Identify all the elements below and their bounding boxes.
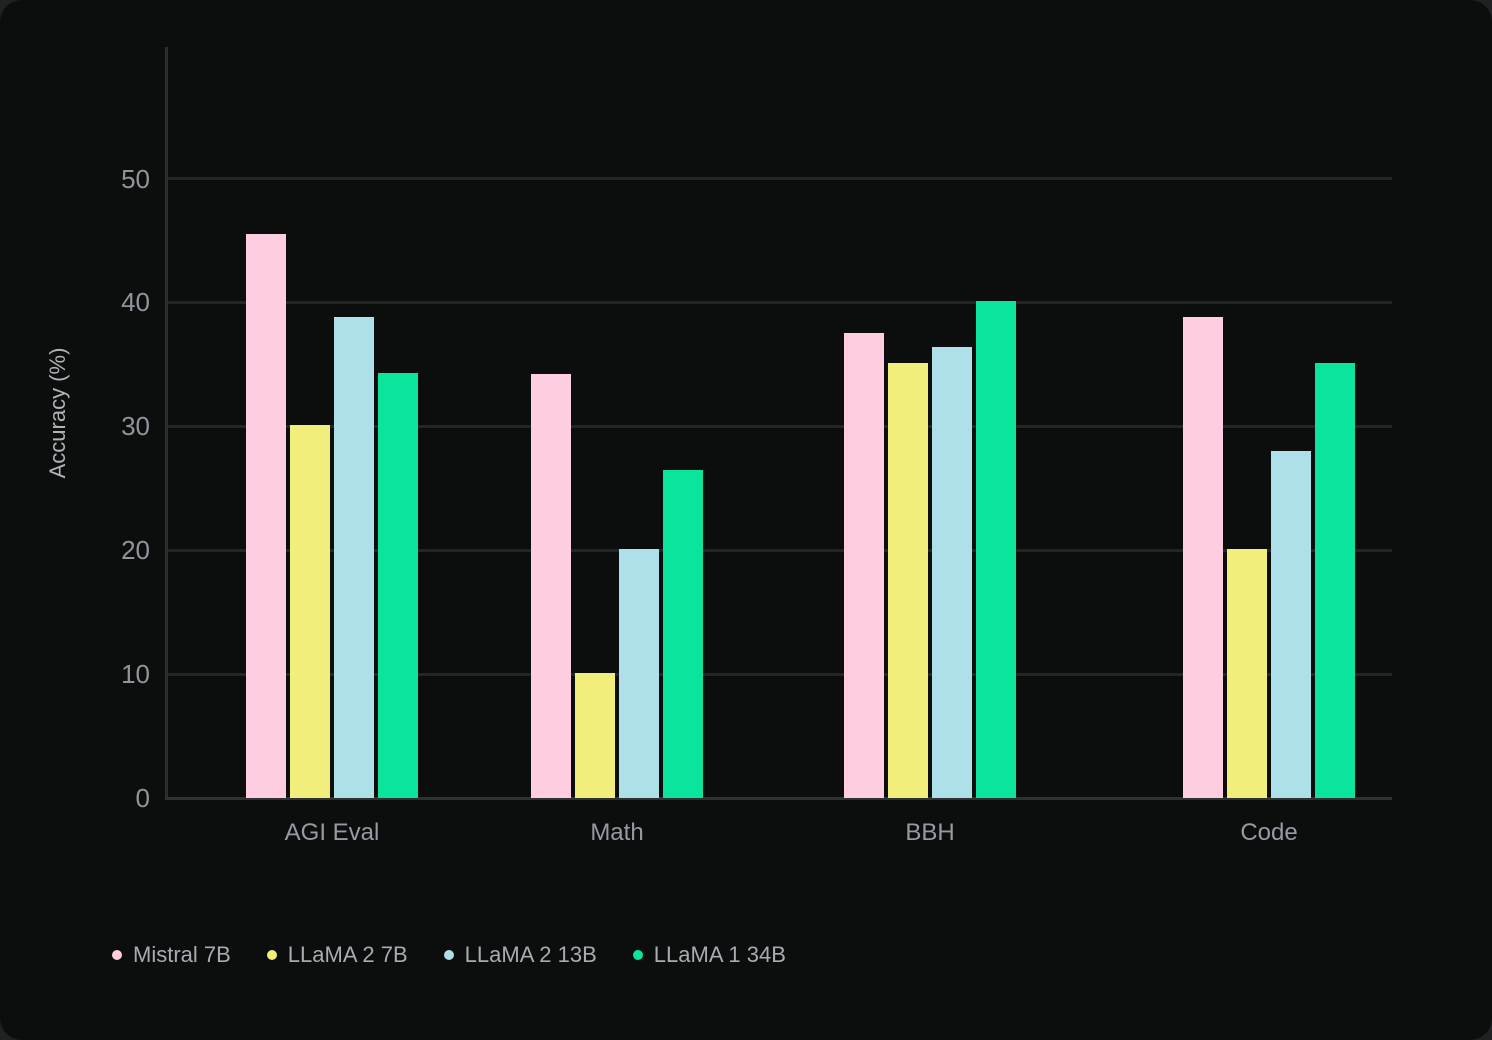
bar-agi-eval-llama-2-13b[interactable] xyxy=(334,317,374,798)
x-tick-label-bbh: BBH xyxy=(905,819,955,846)
bar-agi-eval-mistral-7b[interactable] xyxy=(246,234,286,798)
bar-bbh-llama-1-34b[interactable] xyxy=(976,301,1016,798)
gridline-30 xyxy=(165,424,1392,428)
legend-circle-icon-llama-2-7b xyxy=(266,950,277,960)
bar-math-llama-2-13b[interactable] xyxy=(619,548,659,798)
legend-label-llama-1-34b: LLaMA 1 34B xyxy=(653,942,786,967)
legend-circle-icon-llama-1-34b xyxy=(632,950,643,960)
legend-item-mistral-7b[interactable]: Mistral 7B xyxy=(112,941,231,969)
legend-label-mistral-7b: Mistral 7B xyxy=(133,942,231,967)
bar-bbh-llama-2-7b[interactable] xyxy=(888,363,928,798)
legend-circle-icon-llama-2-13b xyxy=(443,950,454,960)
legend-item-llama-1-34b[interactable]: LLaMA 1 34B xyxy=(632,941,786,969)
y-tick-label-50: 50 xyxy=(121,163,150,194)
bar-bbh-mistral-7b[interactable] xyxy=(844,333,884,798)
x-tick-label-agi-eval: AGI Eval xyxy=(284,819,380,846)
legend: Mistral 7B LLaMA 2 7B LLaMA 2 13B LLaMA 1 3… xyxy=(112,941,786,969)
bar-bbh-llama-2-13b[interactable] xyxy=(932,347,972,798)
gridline-50 xyxy=(165,177,1392,180)
bar-agi-eval-llama-2-7b[interactable] xyxy=(290,425,330,798)
bar-math-llama-2-7b[interactable] xyxy=(575,672,615,798)
legend-label-llama-2-13b: LLaMA 2 13B xyxy=(464,942,597,967)
y-tick-label-10: 10 xyxy=(121,659,150,690)
legend-circle-icon-mistral-7b xyxy=(112,950,122,960)
bar-code-llama-1-34b[interactable] xyxy=(1315,363,1355,798)
x-tick-label-math: Math xyxy=(590,819,644,846)
y-tick-label-0: 0 xyxy=(135,783,150,813)
bar-agi-eval-llama-1-34b[interactable] xyxy=(378,373,418,798)
gridline-20 xyxy=(165,548,1392,552)
y-axis-line xyxy=(165,47,168,800)
gridline-40 xyxy=(165,300,1392,304)
x-axis-line xyxy=(165,796,1392,800)
bar-math-llama-1-34b[interactable] xyxy=(663,469,703,798)
bar-code-llama-2-13b[interactable] xyxy=(1271,451,1311,798)
bar-code-mistral-7b[interactable] xyxy=(1183,317,1223,798)
legend-item-llama-2-7b[interactable]: LLaMA 2 7B xyxy=(266,941,408,969)
legend-label-llama-2-7b: LLaMA 2 7B xyxy=(287,942,408,967)
gridline-10 xyxy=(165,672,1392,676)
bar-math-mistral-7b[interactable] xyxy=(531,374,571,798)
x-tick-label-code: Code xyxy=(1240,819,1298,846)
bar-code-llama-2-7b[interactable] xyxy=(1227,548,1267,798)
y-tick-label-40: 40 xyxy=(121,287,150,318)
legend-item-llama-2-13b[interactable]: LLaMA 2 13B xyxy=(443,941,597,969)
y-tick-label-20: 20 xyxy=(121,535,150,566)
y-tick-label-30: 30 xyxy=(121,411,150,442)
